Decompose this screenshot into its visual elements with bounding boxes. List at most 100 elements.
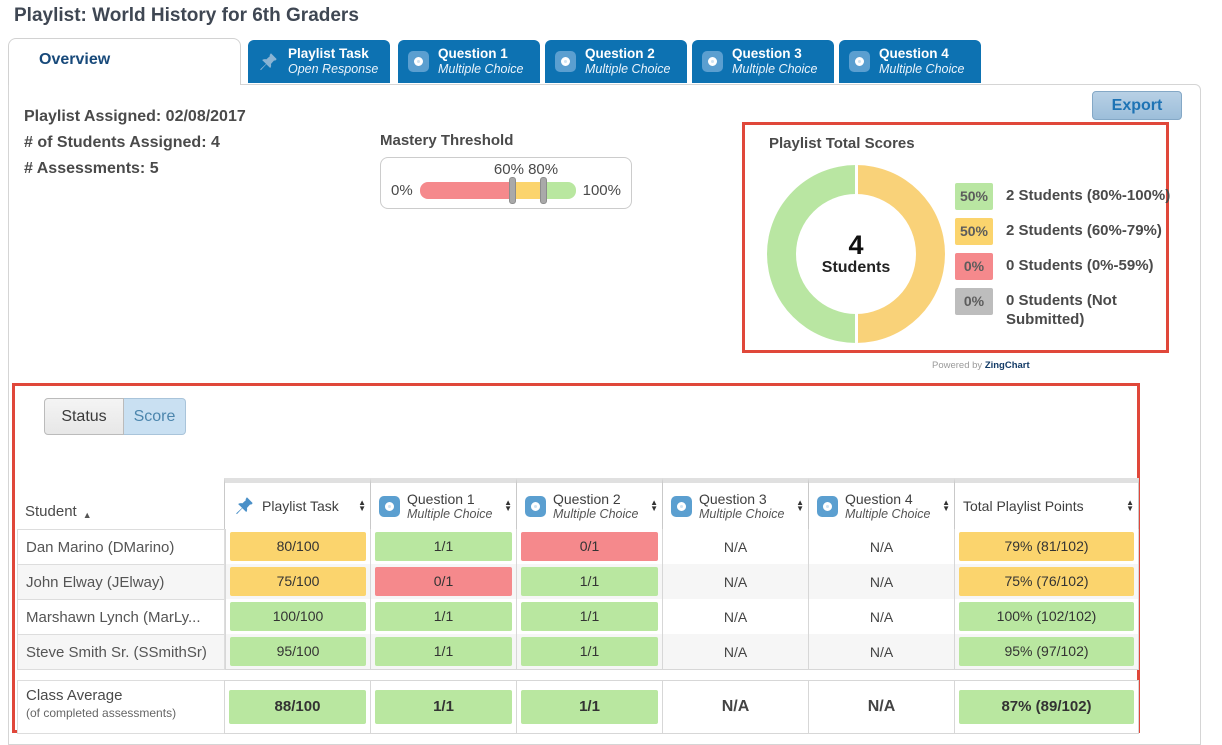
student-name-cell: Dan Marino (DMarino) <box>17 529 225 565</box>
playlist-total-scores-title: Playlist Total Scores <box>769 135 915 152</box>
page-title: Playlist: World History for 6th Graders <box>14 5 359 26</box>
pushpin-icon <box>233 495 255 517</box>
column-label: Question 2 <box>553 490 621 507</box>
student-column-header[interactable]: Student ▲ <box>17 478 225 530</box>
score-cell: 75% (76/102) <box>955 564 1139 600</box>
score-cell: 0/1 <box>517 529 663 565</box>
status-score-toggle: Status Score <box>44 398 186 435</box>
tab-overview[interactable]: Overview <box>8 38 241 85</box>
column-header-playlist-task[interactable]: Playlist Task ▲ ▼ <box>224 478 371 530</box>
tab-label: Question 4 <box>879 46 949 61</box>
mastery-slider[interactable]: 60% 80% 0% 100% <box>380 157 632 209</box>
score-cell: N/A <box>809 634 955 670</box>
zingchart-link[interactable]: ZingChart <box>984 360 1030 371</box>
tab-sublabel: Open Response <box>288 62 379 76</box>
score-cell: 1/1 <box>517 564 663 600</box>
tab-label: Question 3 <box>732 46 802 61</box>
class-average-score-cell: N/A <box>662 680 809 734</box>
mastery-segment-yellow <box>513 182 545 199</box>
column-label: Question 1 <box>407 490 475 507</box>
donut-center-label: Students <box>821 259 891 276</box>
score-chip: 0/1 <box>375 567 512 596</box>
score-cell: 100% (102/102) <box>955 599 1139 635</box>
radio-icon <box>379 495 400 517</box>
mastery-handle-80[interactable] <box>540 177 548 204</box>
mastery-threshold-title: Mastery Threshold <box>380 132 514 149</box>
score-cell: 95% (97/102) <box>955 634 1139 670</box>
tab-question-3[interactable]: Question 3 Multiple Choice <box>692 40 834 83</box>
tab-question-1[interactable]: Question 1 Multiple Choice <box>398 40 540 83</box>
class-average-score-cell: N/A <box>808 680 955 734</box>
legend-label: 0 Students (0%-59%) <box>1006 257 1154 274</box>
column-header-question-1[interactable]: Question 1 Multiple Choice ▲ ▼ <box>370 478 517 530</box>
score-chip: 100/100 <box>230 602 366 631</box>
na-value: N/A <box>723 643 748 660</box>
playlist-total-scores-card: Playlist Total Scores 4 Students 50% 2 St… <box>742 122 1170 353</box>
powered-by-prefix: Powered by <box>932 360 985 371</box>
score-chip: 95/100 <box>230 637 366 666</box>
column-header-question-4[interactable]: Question 4 Multiple Choice ▲ ▼ <box>808 478 955 530</box>
score-chip: 100% (102/102) <box>959 602 1134 631</box>
score-cell: 0/1 <box>371 564 517 600</box>
score-chip: 1/1 <box>375 690 512 724</box>
score-chip: 87% (89/102) <box>959 690 1134 724</box>
column-header-question-3[interactable]: Question 3 Multiple Choice ▲ ▼ <box>662 478 809 530</box>
tab-question-2[interactable]: Question 2 Multiple Choice <box>545 40 687 83</box>
na-value: N/A <box>723 608 748 625</box>
score-button[interactable]: Score <box>124 398 186 435</box>
legend-item: 50% 2 Students (60%-79%) <box>955 218 1188 245</box>
radio-icon <box>671 495 692 517</box>
tab-question-4[interactable]: Question 4 Multiple Choice <box>839 40 981 83</box>
class-average-label-cell: Class Average (of completed assessments) <box>17 680 225 734</box>
student-name-cell: Steve Smith Sr. (SSmithSr) <box>17 634 225 670</box>
mastery-handle-60[interactable] <box>509 177 517 204</box>
column-label: Question 4 <box>845 490 913 507</box>
class-average-label: Class Average <box>26 687 123 704</box>
score-cell: N/A <box>663 529 809 565</box>
pushpin-icon <box>256 50 280 74</box>
status-button[interactable]: Status <box>44 398 124 435</box>
score-cell: 79% (81/102) <box>955 529 1139 565</box>
score-table-header: Student ▲ Playlist Task ▲ ▼ Question 1 Multi… <box>17 478 1139 530</box>
score-cell: 100/100 <box>225 599 371 635</box>
score-table-section: Status Score Student ▲ Playlist Task ▲ ▼ Qu… <box>12 383 1140 734</box>
score-chip: 79% (81/102) <box>959 532 1134 561</box>
na-value: N/A <box>867 698 896 715</box>
column-label: Playlist Task <box>262 498 339 514</box>
mastery-segment-red <box>419 182 514 199</box>
score-cell: 95/100 <box>225 634 371 670</box>
column-label: Total Playlist Points <box>963 498 1084 514</box>
mastery-track <box>419 182 576 199</box>
na-value: N/A <box>869 643 894 660</box>
score-chip: 1/1 <box>521 637 658 666</box>
score-chip: 1/1 <box>375 602 512 631</box>
column-header-question-2[interactable]: Question 2 Multiple Choice ▲ ▼ <box>516 478 663 530</box>
playlist-info: Playlist Assigned: 02/08/2017 # of Stude… <box>24 104 246 182</box>
legend-color-chip: 0% <box>955 253 993 280</box>
column-sublabel: Multiple Choice <box>553 506 639 521</box>
column-header-total-playlist-points[interactable]: Total Playlist Points ▲ ▼ <box>954 478 1139 530</box>
tab-playlist-task[interactable]: Playlist Task Open Response <box>248 40 390 83</box>
score-chip: 80/100 <box>230 532 366 561</box>
export-button[interactable]: Export <box>1092 91 1182 120</box>
score-chip: 75% (76/102) <box>959 567 1134 596</box>
tab-sublabel: Multiple Choice <box>879 62 965 76</box>
score-chip: 1/1 <box>375 637 512 666</box>
legend-color-chip: 50% <box>955 218 993 245</box>
na-value: N/A <box>723 573 748 590</box>
radio-icon <box>817 495 838 517</box>
sort-icon: ▲ ▼ <box>358 498 366 513</box>
score-cell: 1/1 <box>371 529 517 565</box>
score-cell: N/A <box>809 599 955 635</box>
score-cell: 80/100 <box>225 529 371 565</box>
radio-icon <box>554 51 576 72</box>
powered-by: Powered by ZingChart <box>932 360 1030 371</box>
tab-label: Question 1 <box>438 46 508 61</box>
tab-sublabel: Multiple Choice <box>585 62 671 76</box>
mastery-max-label: 100% <box>582 182 621 199</box>
mastery-threshold: Mastery Threshold 60% 80% 0% 100% <box>380 132 632 209</box>
na-value: N/A <box>869 608 894 625</box>
score-chip: 1/1 <box>521 690 658 724</box>
tab-sublabel: Multiple Choice <box>732 62 818 76</box>
student-name-cell: Marshawn Lynch (MarLy... <box>17 599 225 635</box>
